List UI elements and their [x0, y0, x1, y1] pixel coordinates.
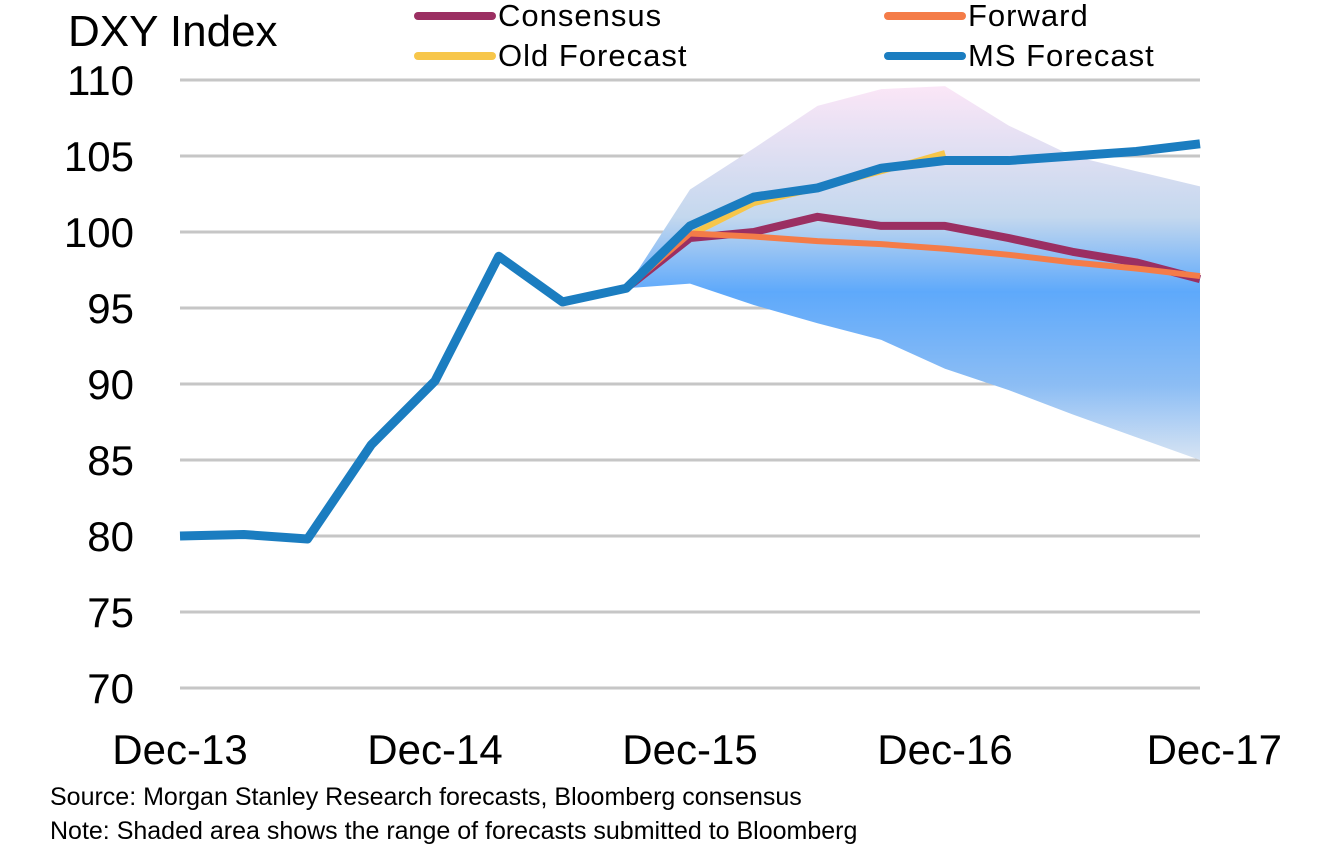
legend-item-old-forecast: Old Forecast	[414, 38, 687, 73]
x-tick-label: Dec-16	[877, 726, 1012, 773]
x-tick-label: Dec-15	[622, 726, 757, 773]
shaded-area-note: Note: Shaded area shows the range of for…	[50, 817, 858, 845]
forecast-range-band	[626, 86, 1200, 460]
legend-item-forward: Forward	[884, 0, 1089, 33]
source-note: Source: Morgan Stanley Research forecast…	[50, 783, 802, 811]
chart-title: DXY Index	[68, 7, 278, 56]
series-lines	[179, 139, 1202, 544]
y-tick-label: 95	[87, 285, 134, 332]
x-tick-label: Dec-14	[367, 726, 502, 773]
y-tick-label: 105	[64, 133, 134, 180]
y-tick-label: 110	[67, 57, 134, 104]
y-tick-label: 80	[87, 513, 134, 560]
gridlines	[180, 78, 1200, 690]
legend-label-forward: Forward	[968, 0, 1089, 33]
series-line-forward	[624, 230, 1201, 291]
series-line-ms-forecast	[179, 139, 1201, 544]
x-tick-label: Dec-13	[112, 726, 247, 773]
forecast-range-area	[626, 86, 1200, 460]
y-axis-ticks: 110 105 100 95 90 85 80 75 70	[64, 57, 134, 712]
legend-label-old-forecast: Old Forecast	[498, 38, 687, 73]
y-tick-label: 70	[87, 665, 134, 712]
legend-label-consensus: Consensus	[498, 0, 662, 33]
legend-item-consensus: Consensus	[414, 0, 662, 33]
y-tick-label: 75	[87, 589, 134, 636]
legend: Consensus Forward Old Forecast MS Foreca…	[414, 0, 1155, 73]
x-tick-label: Dec-17	[1147, 726, 1282, 773]
y-tick-label: 90	[87, 361, 134, 408]
y-tick-label: 100	[64, 209, 134, 256]
legend-label-ms-forecast: MS Forecast	[968, 38, 1155, 73]
y-tick-label: 85	[87, 437, 134, 484]
legend-item-ms-forecast: MS Forecast	[884, 38, 1155, 73]
x-axis-ticks: Dec-13 Dec-14 Dec-15 Dec-16 Dec-17	[112, 726, 1282, 773]
